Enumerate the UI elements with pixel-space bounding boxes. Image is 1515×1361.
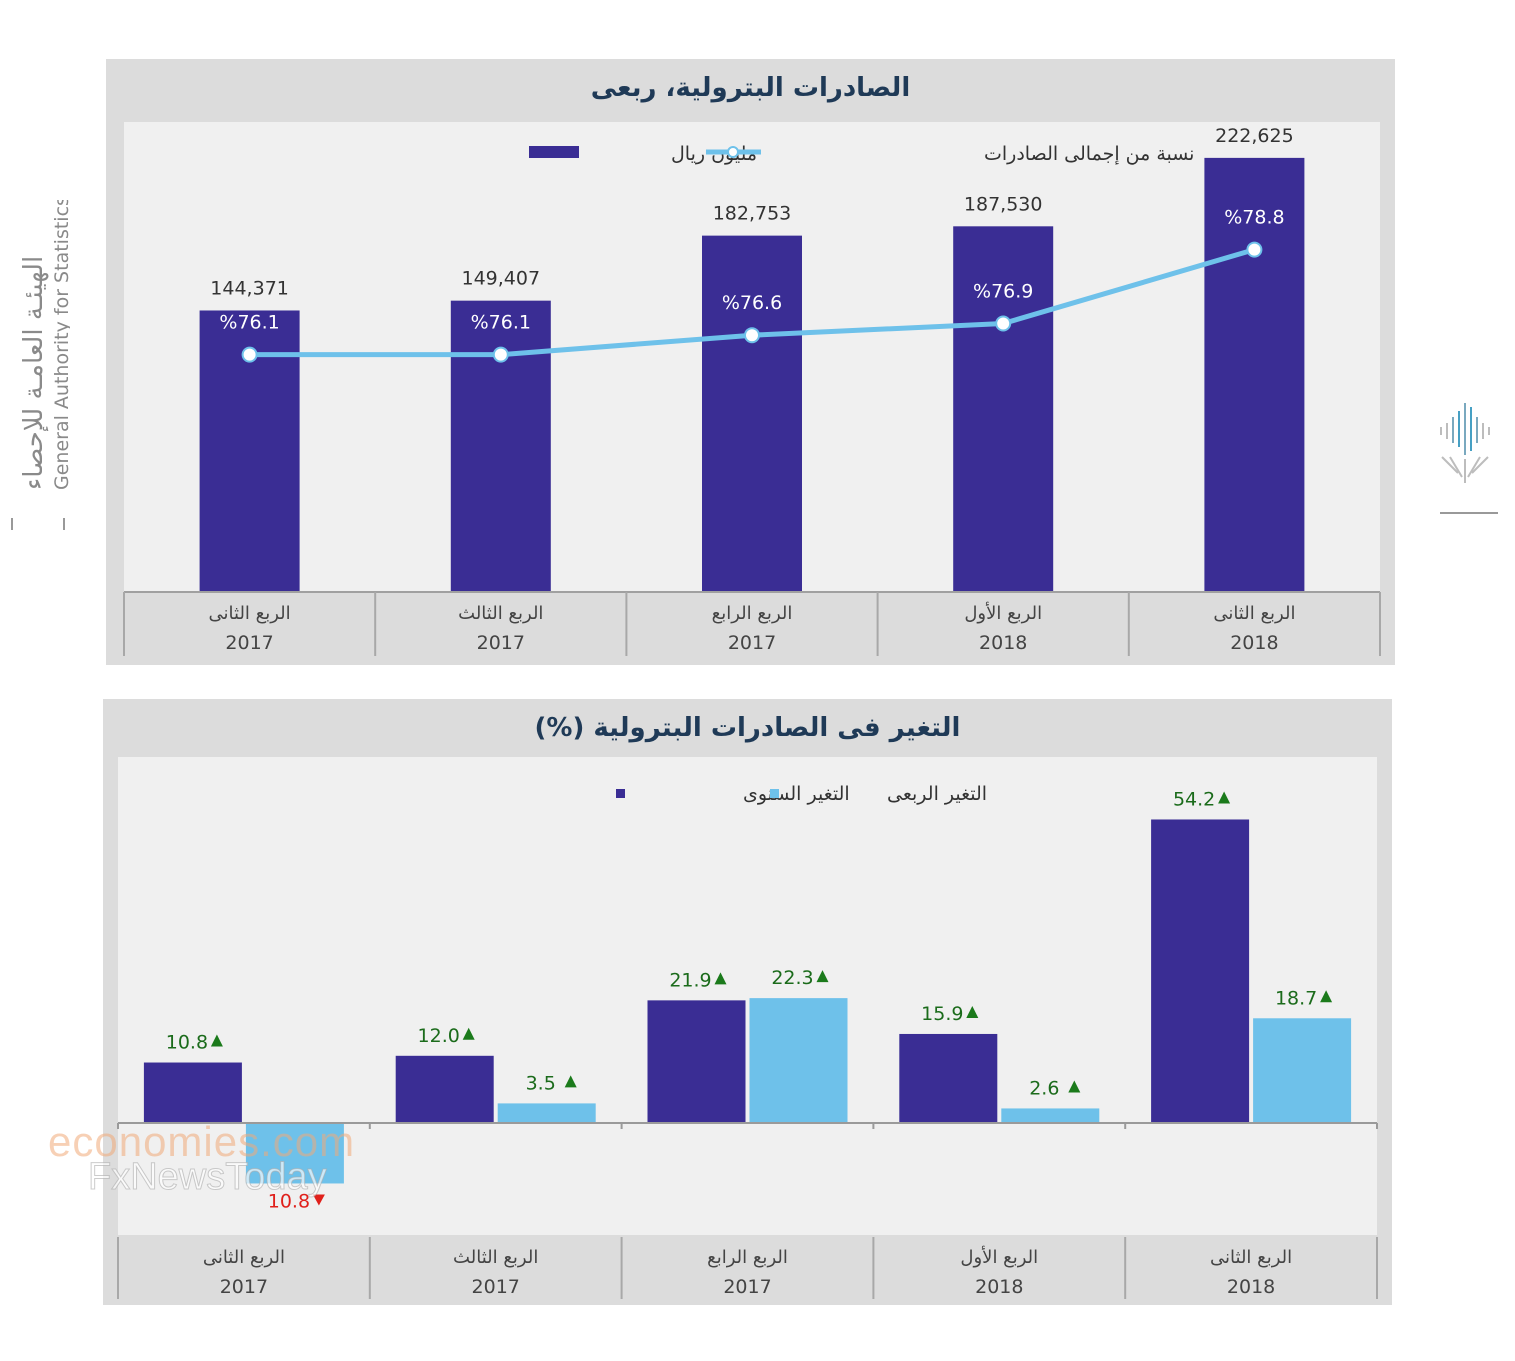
bar-value-label: 18.7	[1275, 987, 1317, 1009]
line-value-label: %76.1	[219, 312, 279, 334]
x-tick-label-year: 2018	[1227, 1276, 1275, 1298]
chart-panel-change: التغير فى الصادرات البترولية (%) التغير …	[103, 699, 1392, 1305]
up-arrow-icon	[1068, 1080, 1081, 1093]
category-band	[118, 1237, 1377, 1299]
up-arrow-icon	[210, 1034, 223, 1047]
legend-label-line: نسبة من إجمالى الصادرات	[984, 143, 1194, 166]
bar	[1204, 157, 1305, 592]
x-tick-label-quarter: الربع الأول	[960, 1246, 1038, 1268]
up-arrow-icon	[1218, 791, 1231, 804]
x-tick-label-year: 2018	[979, 632, 1027, 654]
x-tick-label-year: 2017	[472, 1276, 520, 1298]
bar-value-label: 54.2	[1173, 788, 1215, 810]
organization-logo-icon	[1440, 403, 1498, 514]
bar-value-label: 149,407	[462, 268, 541, 290]
line-point	[241, 346, 258, 363]
x-tick-label-quarter: الربع الثانى	[1210, 1247, 1292, 1268]
up-arrow-icon	[462, 1027, 475, 1040]
bar-annual	[143, 1062, 242, 1123]
down-arrow-icon	[312, 1194, 325, 1206]
legend-label-quarterly: التغير الربعى	[887, 783, 987, 805]
bar-value-label: 12.0	[418, 1025, 460, 1047]
watermark: economies.com FxNewsToday	[48, 1118, 408, 1208]
x-tick-label-quarter: الربع الثانى	[203, 1247, 285, 1268]
bar-value-label: 10.8	[166, 1032, 208, 1054]
x-tick-label-quarter: الربع الثالث	[458, 603, 543, 624]
up-arrow-icon	[714, 972, 727, 985]
org-name-english: General Authority for Statistics	[51, 200, 70, 490]
legend-label-annual: التغير السنوى	[743, 783, 850, 805]
line-value-label: %76.6	[722, 292, 782, 314]
bar-quarterly	[749, 998, 848, 1123]
x-tick-label-quarter: الربع الثالث	[453, 1247, 538, 1268]
bar-annual	[395, 1055, 494, 1123]
up-arrow-icon	[966, 1005, 979, 1018]
bar	[702, 235, 802, 592]
bar-value-label: 10.8	[268, 1190, 310, 1212]
bar-value-label: 21.9	[669, 969, 711, 991]
x-tick-label-quarter: الربع الثانى	[209, 603, 291, 624]
x-tick-label-year: 2017	[477, 632, 525, 654]
chart-panel-exports: الصادرات البترولية، ربعى مليون ريالنسبة …	[106, 59, 1395, 665]
bar-quarterly	[245, 1123, 344, 1184]
bar-value-label: 187,530	[964, 193, 1043, 215]
bar	[953, 226, 1054, 592]
line-value-label: %78.8	[1224, 207, 1284, 229]
legend-swatch-bar	[529, 146, 579, 158]
x-tick-label-year: 2017	[728, 632, 776, 654]
x-tick-label-quarter: الربع الثانى	[1213, 603, 1295, 624]
bar-quarterly	[1001, 1108, 1100, 1123]
bar-value-label: 222,625	[1215, 125, 1294, 147]
x-tick-label-quarter: الربع الرابع	[712, 603, 793, 624]
bar-annual	[899, 1033, 998, 1123]
x-tick-label-year: 2018	[975, 1276, 1023, 1298]
line-point	[744, 327, 760, 344]
chart-petroleum-exports-change: التغير السنوى التغير الربعى 10.8 10.8 12.0 3.…	[117, 783, 1378, 1299]
x-tick-label-quarter: الربع الأول	[964, 602, 1042, 624]
bar-value-label: 182,753	[713, 203, 792, 225]
bar-annual	[647, 1000, 746, 1123]
watermark-line-1: economies.com	[48, 1118, 356, 1165]
bar	[450, 300, 551, 592]
bar-quarterly	[497, 1103, 596, 1123]
bar-value-label: 15.9	[921, 1003, 963, 1025]
line-value-label: %76.9	[973, 281, 1033, 303]
x-tick-label-quarter: الربع الرابع	[707, 1247, 788, 1268]
org-name-arabic: الهيئـة العامـة للإحصاء	[19, 256, 49, 490]
bar-value-label: 3.5	[526, 1072, 556, 1094]
bar-value-label: 2.6	[1029, 1077, 1059, 1099]
up-arrow-icon	[1320, 990, 1333, 1003]
x-tick-label-year: 2017	[225, 632, 273, 654]
line-value-label: %76.1	[471, 312, 531, 334]
bar-quarterly	[1253, 1018, 1352, 1123]
line-point	[492, 346, 509, 363]
bar-value-label: 22.3	[771, 967, 813, 989]
bar-annual	[1151, 819, 1250, 1123]
chart-title: التغير فى الصادرات البترولية (%)	[534, 713, 961, 743]
line-point	[995, 315, 1012, 332]
x-tick-label-year: 2018	[1230, 632, 1278, 654]
legend-swatch-quarterly	[770, 789, 779, 798]
watermark-line-2: FxNewsToday	[88, 1156, 328, 1199]
organization-name-vertical: الهيئـة العامـة للإحصاء General Authorit…	[11, 200, 70, 530]
up-arrow-icon	[564, 1075, 577, 1088]
line-point	[1246, 241, 1263, 258]
x-tick-label-year: 2017	[723, 1276, 771, 1298]
x-tick-label-year: 2017	[220, 1276, 268, 1298]
up-arrow-icon	[816, 970, 829, 983]
chart-title: الصادرات البترولية، ربعى	[590, 73, 911, 103]
bar-value-label: 144,371	[210, 277, 289, 299]
legend-marker-line	[727, 146, 739, 158]
legend-swatch-annual	[616, 789, 625, 798]
